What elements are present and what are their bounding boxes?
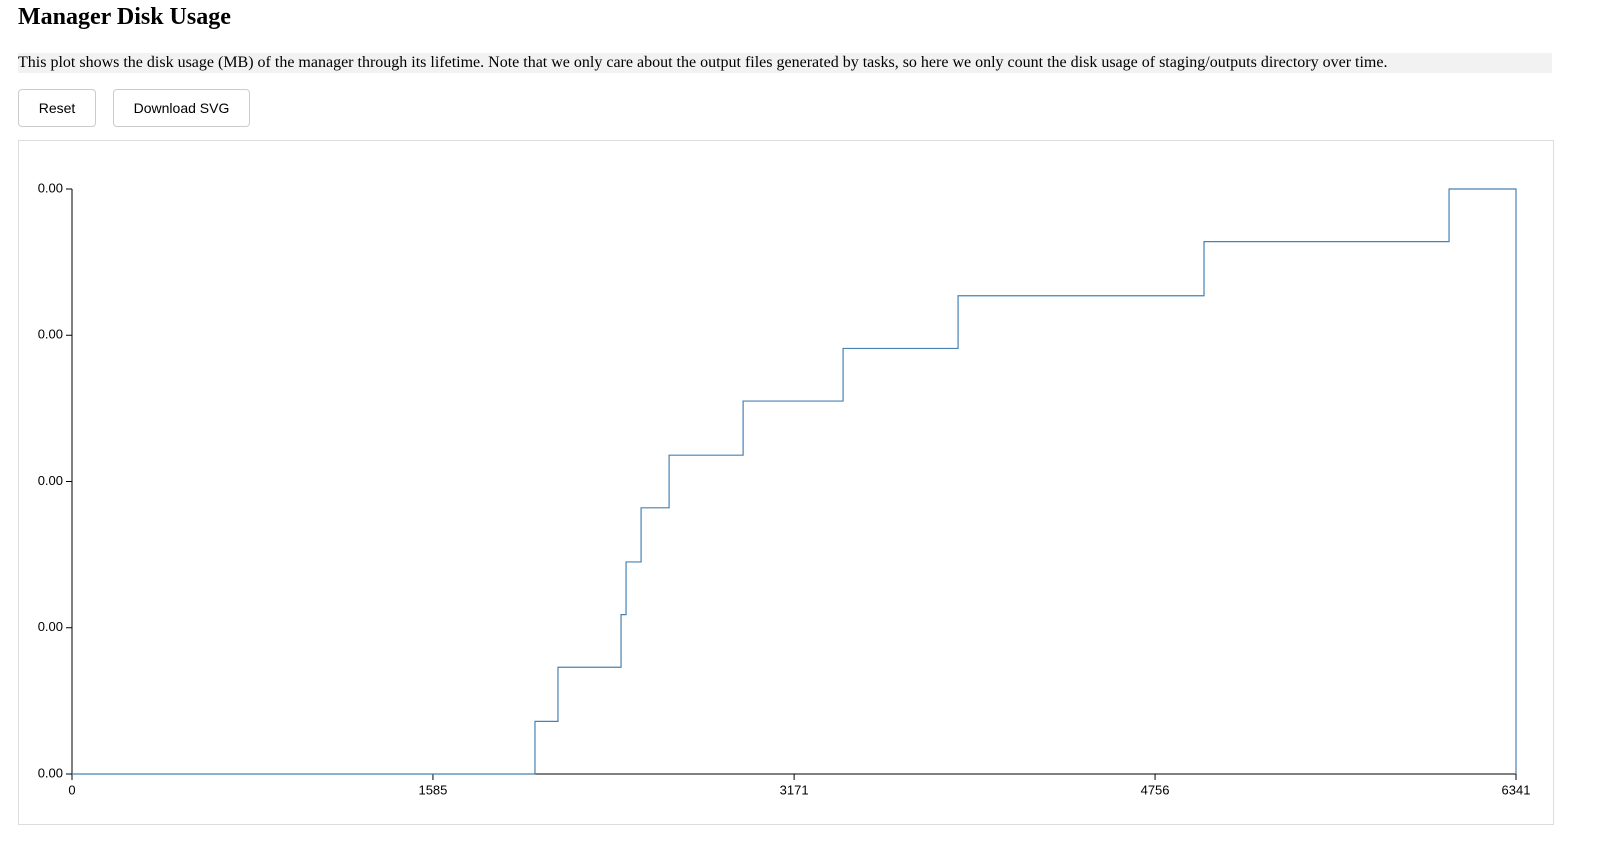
x-tick-label: 6341: [1502, 782, 1531, 797]
reset-button[interactable]: Reset: [18, 89, 96, 127]
y-tick-label: 0.00: [38, 327, 63, 342]
download-svg-button[interactable]: Download SVG: [113, 89, 250, 127]
chart-container: 0.00 0.00 0.00 0.00 0.00 0 1585 3171 4756 6341: [18, 140, 1554, 825]
chart: 0.00 0.00 0.00 0.00 0.00 0 1585 3171 4756 6341: [38, 180, 1531, 797]
description: This plot shows the disk usage (MB) of t…: [18, 53, 1552, 73]
y-tick-label: 0.00: [38, 473, 63, 488]
y-tick-label: 0.00: [38, 619, 63, 634]
x-tick-label: 3171: [780, 782, 809, 797]
x-tick-label: 0: [68, 782, 75, 797]
y-tick-label: 0.00: [38, 180, 63, 195]
step-line: [72, 188, 1517, 775]
y-tick-label: 0.00: [38, 765, 63, 780]
x-tick-label: 1585: [418, 782, 447, 797]
x-tick-label: 4756: [1141, 782, 1170, 797]
page-title: Manager Disk Usage: [18, 4, 231, 30]
